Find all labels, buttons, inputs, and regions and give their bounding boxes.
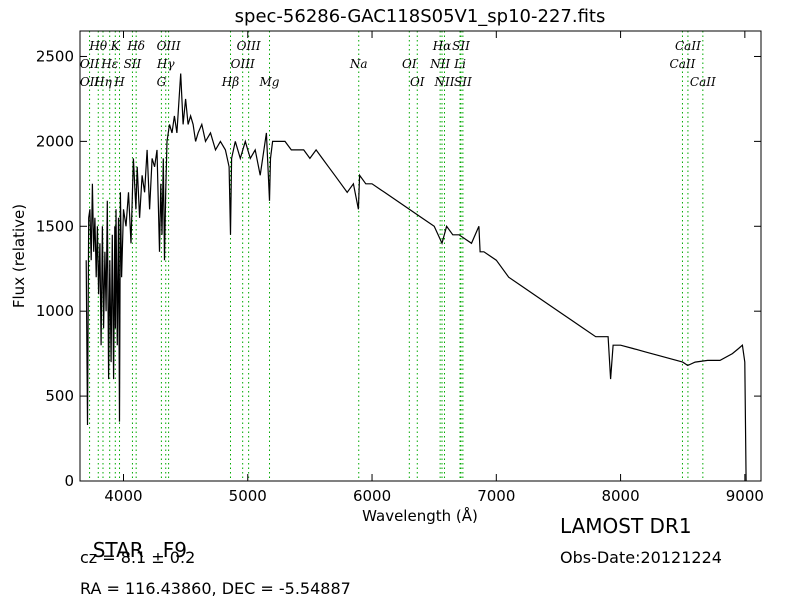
redshift-text: cz = 8.1 ± 0.2 xyxy=(80,548,196,567)
line-label: CaII xyxy=(675,39,701,53)
line-label: NII xyxy=(429,57,450,71)
line-label: K xyxy=(110,39,121,53)
line-label: SII xyxy=(124,57,142,71)
y-tick-label: 1500 xyxy=(36,217,74,235)
line-label: Na xyxy=(349,57,368,71)
line-label: Hε xyxy=(100,57,118,71)
line-label: OIII xyxy=(231,57,255,71)
x-tick-label: 5000 xyxy=(229,487,267,505)
line-label: Hβ xyxy=(221,75,239,89)
line-label: Mg xyxy=(259,75,280,89)
line-label: OI xyxy=(410,75,425,89)
line-label: Hα xyxy=(432,39,452,53)
line-label: Hδ xyxy=(126,39,145,53)
x-tick-label: 6000 xyxy=(353,487,391,505)
line-label: SII xyxy=(454,75,472,89)
line-label: CaII xyxy=(670,57,696,71)
x-axis-ticks: 4000 5000 6000 7000 8000 9000 xyxy=(104,31,764,505)
x-tick-label: 4000 xyxy=(104,487,142,505)
y-axis-label: Flux (relative) xyxy=(10,204,28,308)
spectrum-line xyxy=(85,73,747,482)
line-label: Hη xyxy=(93,75,112,89)
line-label: CaII xyxy=(690,75,716,89)
line-label: OII xyxy=(80,57,100,71)
line-label: OIII xyxy=(237,39,261,53)
line-label: Hθ xyxy=(88,39,107,53)
coordinates-text: RA = 116.43860, DEC = -5.54887 xyxy=(80,579,351,598)
x-axis-label: Wavelength (Å) xyxy=(362,506,478,525)
chart-title: spec-56286-GAC118S05V1_sp10-227.fits xyxy=(235,6,606,27)
line-label: OI xyxy=(402,57,417,71)
y-tick-label: 2500 xyxy=(36,47,74,65)
spectral-line-markers xyxy=(89,31,704,481)
x-tick-label: 8000 xyxy=(601,487,639,505)
line-label: OII xyxy=(80,75,100,89)
y-tick-label: 2000 xyxy=(36,132,74,150)
line-label: G xyxy=(157,75,167,89)
subclass-label: F9 xyxy=(162,538,187,562)
class-label: STAR xyxy=(92,538,144,562)
survey-label: LAMOST DR1 xyxy=(560,514,692,538)
line-label: Hγ xyxy=(156,57,175,71)
x-tick-label: 9000 xyxy=(726,487,764,505)
line-label: NII xyxy=(433,75,454,89)
obs-date-text: Obs-Date:20121224 xyxy=(560,548,722,567)
x-tick-label: 7000 xyxy=(477,487,515,505)
line-label: SII xyxy=(452,39,470,53)
plot-frame xyxy=(79,30,762,482)
y-tick-label: 1000 xyxy=(36,302,74,320)
line-label: OIII xyxy=(157,39,181,53)
y-axis-ticks: 0 500 1000 1500 2000 2500 xyxy=(36,47,761,490)
y-tick-label: 0 xyxy=(64,472,74,490)
object-class: STAR F9 xyxy=(80,514,187,562)
y-tick-label: 500 xyxy=(45,387,74,405)
line-label: Li xyxy=(453,57,466,71)
line-label: H xyxy=(113,75,125,89)
